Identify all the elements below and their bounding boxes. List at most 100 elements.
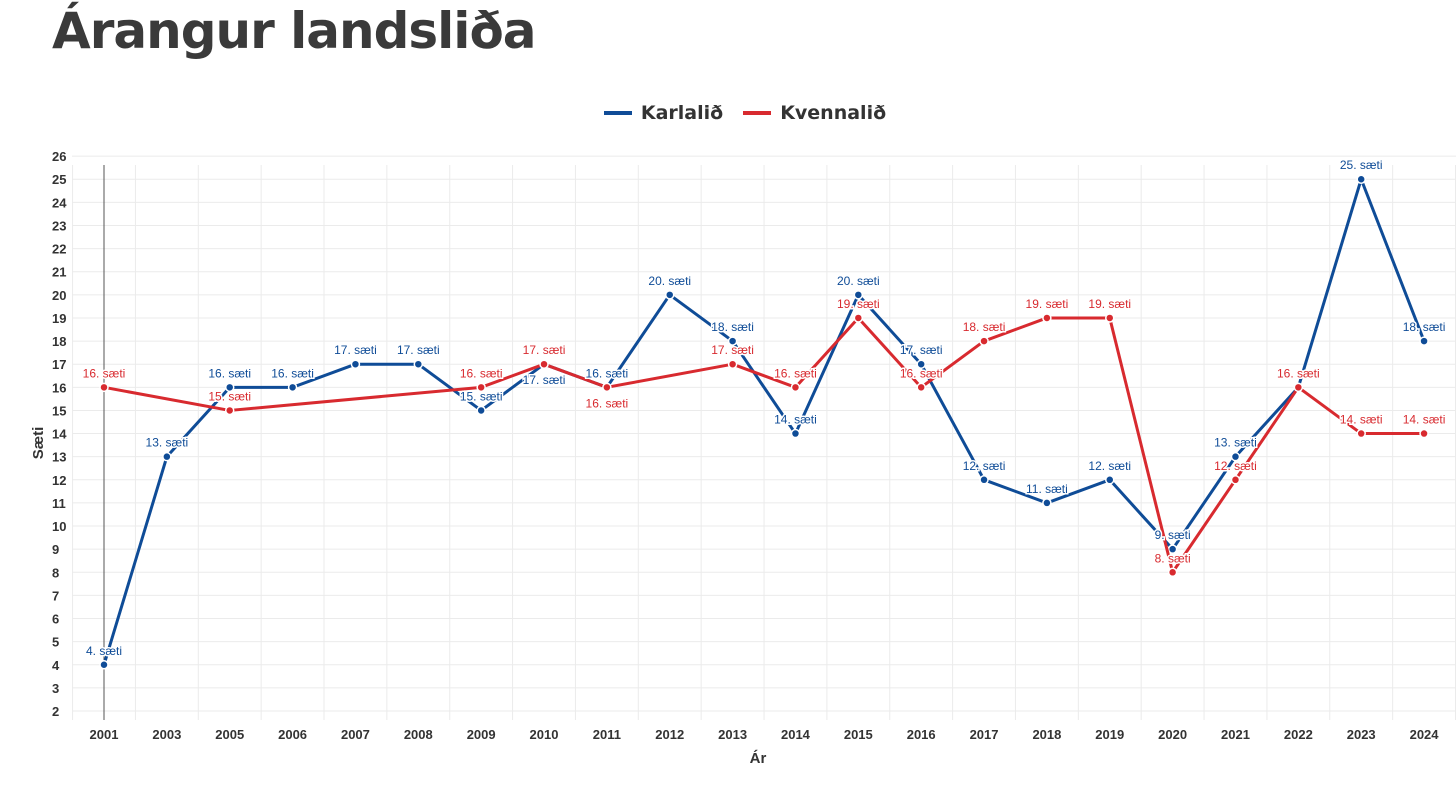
data-point-kvennalid [1167,567,1178,578]
data-point-kvennalid [476,382,486,393]
data-point-kvennalid [790,382,801,393]
legend-label-karlalid: Karlalið [640,102,724,124]
data-point-karlalid [979,475,989,485]
y-axis-title: Sæti [30,427,47,460]
y-tick-label: 15 [52,403,66,418]
data-point-kvennalid [979,336,989,346]
data-point-karlalid [350,359,361,369]
data-label-karlalid: 16. sæti [1277,366,1320,380]
legend-item-kvennalid[interactable]: Kvennalið [743,102,886,124]
x-tick-label: 2018 [1032,727,1061,742]
series-line-karlalid [102,177,1426,666]
data-point-karlalid [99,660,109,670]
legend-label-kvennalid: Kvennalið [780,102,887,124]
data-point-karlalid [1042,498,1052,508]
data-label-kvennalid: 8. sæti [1155,551,1191,565]
data-label-kvennalid: 19. sæti [837,297,880,311]
x-tick-label: 2006 [278,727,307,742]
x-tick-label: 2022 [1284,727,1313,742]
data-label-karlalid: 11. sæti [1026,482,1068,496]
series-lines [99,174,1429,670]
y-tick-label: 10 [52,519,66,534]
data-point-kvennalid [99,382,109,393]
data-point-kvennalid [1230,475,1241,485]
data-label-kvennalid: 14. sæti [1403,413,1446,427]
x-tick-label: 2005 [215,727,244,742]
data-label-karlalid: 17. sæti [900,343,943,357]
x-tick-label: 2013 [718,727,747,742]
data-point-kvennalid [1105,313,1115,323]
x-tick-label: 2021 [1221,727,1250,742]
x-tick-label: 2016 [907,727,936,742]
data-point-kvennalid [1419,428,1429,439]
data-label-karlalid: 13. sæti [1214,436,1257,450]
data-point-kvennalid [1356,428,1366,439]
data-label-karlalid: 13. sæti [146,436,189,450]
data-point-kvennalid [1042,313,1052,323]
data-point-karlalid [727,336,738,346]
data-point-karlalid [1105,475,1115,485]
data-point-kvennalid [727,359,738,369]
x-tick-label: 2017 [970,727,999,742]
legend-swatch-kvennalid [743,111,772,115]
data-point-kvennalid [916,382,926,393]
y-tick-label: 7 [52,588,59,603]
data-label-karlalid: 18. sæti [711,320,754,334]
data-point-karlalid [1419,336,1429,346]
y-tick-label: 23 [52,218,66,233]
data-label-kvennalid: 17. sæti [523,343,566,357]
data-point-karlalid [162,451,172,462]
data-label-kvennalid: 16. sæti [1277,366,1320,380]
data-point-karlalid [916,359,926,369]
data-label-kvennalid: 18. sæti [963,320,1006,334]
data-label-kvennalid: 19. sæti [1088,297,1131,311]
data-point-karlalid [1167,544,1178,554]
data-point-karlalid [1230,451,1241,462]
y-tick-label: 11 [52,496,66,511]
x-tick-label: 2007 [341,727,370,742]
data-label-karlalid: 17. sæti [523,373,566,387]
data-label-karlalid: 9. sæti [1155,528,1191,542]
data-point-karlalid [413,359,424,369]
y-tick-label: 13 [52,450,66,465]
y-tick-label: 26 [52,149,66,164]
x-tick-label: 2023 [1347,727,1376,742]
data-label-kvennalid: 16. sæti [586,396,629,410]
y-tick-label: 5 [52,635,59,650]
data-label-karlalid: 17. sæti [397,343,440,357]
data-label-karlalid: 20. sæti [648,274,691,288]
data-point-karlalid [853,290,864,300]
data-label-karlalid: 12. sæti [1088,459,1131,473]
data-label-karlalid: 18. sæti [1403,320,1446,334]
y-tick-label: 21 [52,265,66,280]
legend-item-karlalid[interactable]: Karlalið [603,102,724,124]
grid [72,155,1456,720]
data-label-kvennalid: 16. sæti [774,366,817,380]
data-point-kvennalid [224,405,235,416]
y-tick-label: 18 [52,334,66,349]
y-tick-label: 9 [52,542,59,557]
data-label-karlalid: 16. sæti [586,366,629,380]
data-label-karlalid: 15. sæti [460,389,503,403]
y-tick-label: 2 [52,704,59,719]
data-point-karlalid [664,290,675,300]
data-point-karlalid [287,382,298,393]
x-tick-label: 2014 [781,727,811,742]
data-label-karlalid: 17. sæti [334,343,377,357]
data-label-kvennalid: 19. sæti [1026,297,1069,311]
y-tick-label: 17 [52,357,66,372]
data-point-kvennalid [1293,382,1304,393]
data-point-kvennalid [853,313,864,323]
data-label-kvennalid: 16. sæti [900,366,943,380]
data-label-karlalid: 16. sæti [208,366,251,380]
data-label-karlalid: 4. sæti [86,644,122,658]
x-tick-label: 2012 [655,727,684,742]
y-tick-label: 12 [52,473,66,488]
axes: 2345678910111213141516171819202122232425… [30,149,1439,767]
legend-swatch-karlalid [603,111,632,115]
data-label-kvennalid: 16. sæti [83,366,126,380]
data-point-karlalid [476,405,486,416]
x-tick-label: 2009 [467,727,496,742]
x-tick-label: 2015 [844,727,873,742]
y-tick-label: 19 [52,311,66,326]
